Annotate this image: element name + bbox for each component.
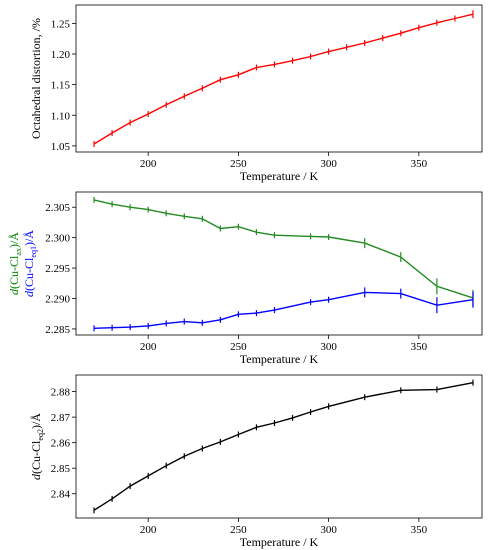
- plot-frame: [76, 192, 482, 335]
- x-axis: 200 250 300 350: [140, 335, 428, 353]
- y-tick-label: 2.85: [51, 463, 71, 475]
- y-axis: 1.05 1.10 1.15 1.20 1.25: [51, 18, 76, 153]
- y-axis-title-part: d(Cu-Clax)/Å: [7, 232, 23, 295]
- y-axis-title-suffix: )/Å: [7, 232, 21, 248]
- y-axis-title-part: d(Cu-Cleq1)/Å: [22, 230, 38, 297]
- y-tick-label: 2.84: [51, 489, 71, 501]
- series-1: [94, 197, 473, 306]
- x-tick-label: 350: [411, 341, 428, 353]
- y-axis-title-text: (Cu-Cl: [7, 255, 21, 289]
- x-tick-label: 200: [140, 524, 157, 536]
- y-tick-label: 1.25: [51, 18, 71, 30]
- x-tick-label: 300: [320, 524, 337, 536]
- y-axis-title-suffix: )/Å: [22, 230, 36, 246]
- y-tick-label: 2.295: [45, 263, 70, 275]
- y-axis-title-subscript: eq1: [29, 246, 38, 258]
- y-axis: 2.84 2.85 2.86 2.87 2.88: [51, 387, 76, 501]
- series-line: [94, 200, 473, 298]
- y-axis-title-subscript: ax: [14, 248, 23, 256]
- x-tick-label: 350: [411, 158, 428, 170]
- y-axis-title-subscript: eq2: [36, 429, 45, 441]
- y-tick-label: 2.88: [51, 387, 71, 399]
- y-tick-label: 1.10: [51, 110, 71, 122]
- y-axis-title-text: (Cu-Cl: [29, 440, 43, 474]
- y-axis-title-text: (Cu-Cl: [22, 257, 36, 291]
- y-axis-title-part: d(Cu-Cleq2)/Å: [29, 413, 45, 480]
- plot-frame: [76, 375, 482, 518]
- y-tick-label: 2.87: [51, 412, 71, 424]
- x-tick-label: 200: [140, 158, 157, 170]
- x-axis: 200 250 300 350: [140, 152, 428, 170]
- y-tick-label: 2.300: [45, 233, 70, 245]
- y-tick-label: 2.285: [45, 324, 70, 336]
- series-line: [94, 383, 473, 511]
- x-tick-label: 300: [320, 158, 337, 170]
- y-tick-label: 1.20: [51, 49, 71, 61]
- y-tick-label: 1.15: [51, 80, 71, 92]
- x-tick-label: 350: [411, 524, 428, 536]
- x-axis: 200 250 300 350: [140, 518, 428, 536]
- x-tick-label: 300: [320, 341, 337, 353]
- y-tick-label: 1.05: [51, 141, 71, 153]
- y-tick-label: 2.290: [45, 293, 70, 305]
- series-line: [94, 14, 473, 144]
- x-tick-label: 200: [140, 341, 157, 353]
- y-tick-label: 2.305: [45, 202, 70, 214]
- series-1: [94, 380, 473, 514]
- x-axis-title: Temperature / K: [240, 352, 319, 366]
- series-line: [94, 292, 473, 328]
- x-axis-title: Temperature / K: [240, 535, 319, 549]
- series-2: [94, 287, 473, 331]
- y-tick-label: 2.86: [51, 438, 71, 450]
- y-axis-title-suffix: )/Å: [29, 413, 43, 429]
- y-axis-title: Octahedral distortion, /%: [29, 18, 43, 139]
- x-axis-title: Temperature / K: [240, 169, 319, 183]
- series-1: [94, 10, 473, 147]
- y-axis: 2.285 2.290 2.295 2.300 2.305: [45, 202, 76, 336]
